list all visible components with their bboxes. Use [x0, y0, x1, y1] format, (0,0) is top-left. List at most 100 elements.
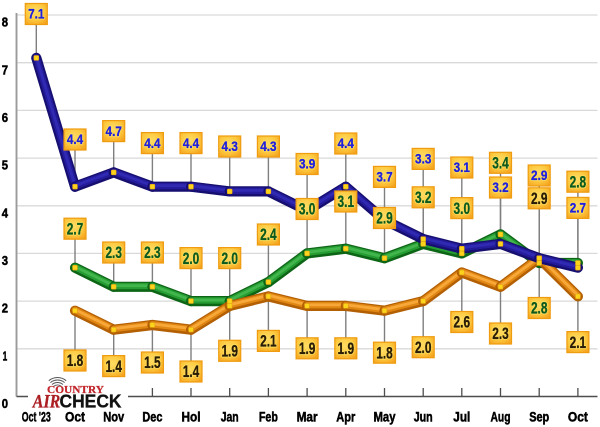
svg-text:2.3: 2.3 — [492, 325, 509, 343]
svg-text:4.3: 4.3 — [222, 139, 239, 154]
svg-text:2.9: 2.9 — [376, 210, 393, 228]
svg-text:2.9: 2.9 — [531, 168, 547, 183]
svg-text:2.8: 2.8 — [531, 300, 548, 318]
svg-text:4.7: 4.7 — [106, 124, 122, 139]
svg-text:Oct: Oct — [65, 410, 85, 425]
svg-text:Mar: Mar — [297, 410, 319, 425]
svg-text:2: 2 — [2, 301, 8, 316]
svg-text:3.2: 3.2 — [492, 180, 508, 195]
svg-text:1.4: 1.4 — [183, 363, 200, 381]
svg-text:3.7: 3.7 — [376, 170, 392, 185]
svg-text:3.2: 3.2 — [492, 180, 508, 195]
svg-text:2.8: 2.8 — [570, 173, 587, 191]
svg-text:3.2: 3.2 — [415, 189, 432, 207]
svg-text:2.0: 2.0 — [415, 339, 432, 357]
svg-text:2.6: 2.6 — [454, 314, 471, 332]
svg-text:Hol: Hol — [182, 410, 201, 425]
svg-text:Nov: Nov — [103, 410, 124, 425]
svg-text:Oct: Oct — [568, 410, 588, 425]
svg-text:2.9: 2.9 — [531, 190, 548, 208]
svg-text:4.4: 4.4 — [67, 132, 84, 147]
svg-text:1.4: 1.4 — [183, 363, 200, 381]
svg-text:1.4: 1.4 — [105, 358, 122, 376]
svg-text:2.7: 2.7 — [570, 201, 586, 216]
svg-text:1.9: 1.9 — [221, 343, 238, 361]
svg-text:2.3: 2.3 — [144, 244, 161, 262]
svg-text:Jul: Jul — [453, 410, 470, 425]
svg-text:3.7: 3.7 — [376, 170, 392, 185]
svg-text:AIR: AIR — [32, 393, 60, 413]
svg-text:3: 3 — [2, 253, 8, 268]
svg-text:1.5: 1.5 — [144, 354, 161, 372]
svg-text:2.3: 2.3 — [492, 325, 509, 343]
svg-text:2.0: 2.0 — [183, 250, 200, 268]
svg-text:2.9: 2.9 — [531, 190, 548, 208]
svg-text:4: 4 — [2, 205, 9, 220]
svg-text:3.0: 3.0 — [299, 201, 316, 219]
svg-text:3.9: 3.9 — [299, 157, 315, 172]
svg-text:2.0: 2.0 — [183, 250, 200, 268]
svg-text:3.0: 3.0 — [299, 201, 316, 219]
svg-text:5: 5 — [2, 158, 9, 173]
svg-text:3.0: 3.0 — [454, 200, 471, 218]
svg-text:Sep: Sep — [529, 410, 549, 425]
svg-text:0: 0 — [2, 396, 8, 411]
svg-text:2.1: 2.1 — [570, 334, 587, 352]
svg-text:1.9: 1.9 — [299, 340, 316, 358]
svg-text:1.9: 1.9 — [338, 340, 355, 358]
svg-text:2.0: 2.0 — [415, 339, 432, 357]
svg-text:COUNTRY: COUNTRY — [47, 385, 105, 396]
svg-text:Jan: Jan — [221, 410, 239, 425]
svg-text:3.3: 3.3 — [415, 152, 432, 167]
svg-text:3.1: 3.1 — [338, 193, 355, 211]
svg-text:4.3: 4.3 — [222, 139, 239, 154]
svg-text:Feb: Feb — [259, 410, 278, 425]
svg-text:7.1: 7.1 — [28, 7, 45, 22]
svg-text:8: 8 — [2, 15, 8, 30]
svg-text:1.4: 1.4 — [105, 358, 122, 376]
svg-text:3.4: 3.4 — [492, 155, 509, 173]
svg-text:Aug: Aug — [491, 410, 511, 425]
svg-text:Apr: Apr — [336, 410, 356, 425]
svg-text:4.4: 4.4 — [338, 136, 355, 151]
svg-text:1.8: 1.8 — [376, 344, 393, 362]
svg-text:Oct '23: Oct '23 — [22, 410, 51, 425]
svg-text:3.2: 3.2 — [415, 189, 432, 207]
svg-text:3.1: 3.1 — [454, 160, 471, 175]
svg-text:4.4: 4.4 — [67, 132, 84, 147]
svg-text:2.4: 2.4 — [260, 226, 277, 244]
svg-text:2.3: 2.3 — [144, 244, 161, 262]
svg-text:2.9: 2.9 — [376, 210, 393, 228]
svg-text:3.9: 3.9 — [299, 157, 315, 172]
svg-text:3.1: 3.1 — [454, 160, 471, 175]
svg-text:3.4: 3.4 — [492, 155, 509, 173]
svg-text:4.3: 4.3 — [260, 139, 277, 154]
svg-text:1: 1 — [3, 348, 8, 363]
svg-text:2.9: 2.9 — [531, 168, 547, 183]
svg-text:4.4: 4.4 — [338, 136, 355, 151]
svg-text:6: 6 — [2, 110, 8, 125]
svg-text:4.7: 4.7 — [106, 124, 122, 139]
svg-text:3.0: 3.0 — [454, 200, 471, 218]
svg-text:4.3: 4.3 — [260, 139, 277, 154]
svg-text:4.4: 4.4 — [144, 136, 161, 151]
svg-text:4.4: 4.4 — [144, 136, 161, 151]
svg-text:4.4: 4.4 — [183, 136, 200, 151]
svg-text:2.6: 2.6 — [454, 314, 471, 332]
svg-text:4.4: 4.4 — [183, 136, 200, 151]
svg-text:7: 7 — [2, 62, 8, 77]
svg-text:1.8: 1.8 — [67, 352, 84, 370]
svg-text:1.9: 1.9 — [221, 343, 238, 361]
svg-text:2.8: 2.8 — [570, 173, 587, 191]
svg-text:2.7: 2.7 — [67, 220, 84, 238]
svg-text:2.8: 2.8 — [531, 300, 548, 318]
svg-text:3.3: 3.3 — [415, 152, 432, 167]
svg-text:2.4: 2.4 — [260, 226, 277, 244]
svg-text:2.1: 2.1 — [260, 333, 277, 351]
svg-text:May: May — [374, 410, 396, 425]
svg-text:1.8: 1.8 — [376, 344, 393, 362]
svg-text:2.1: 2.1 — [570, 334, 587, 352]
svg-text:2.7: 2.7 — [570, 201, 586, 216]
svg-text:CHECK: CHECK — [60, 391, 123, 412]
svg-text:1.8: 1.8 — [67, 352, 84, 370]
